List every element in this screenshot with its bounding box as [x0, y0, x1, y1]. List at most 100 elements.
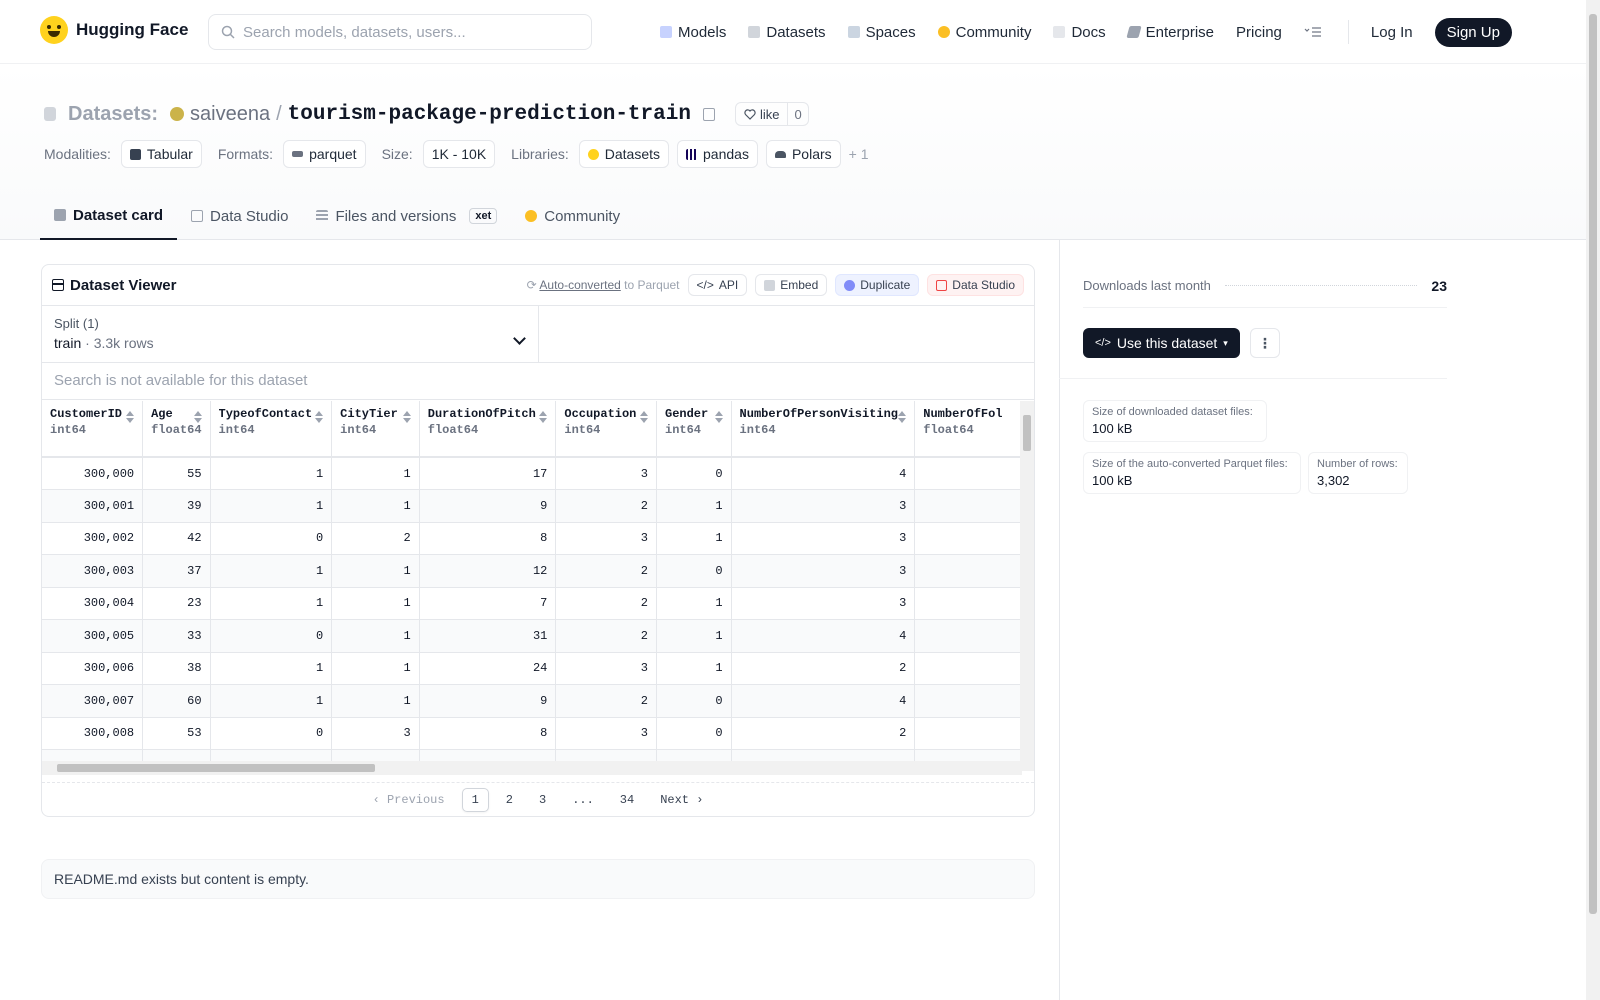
tab-community[interactable]: Community [511, 192, 634, 240]
table-cell[interactable]: 2 [731, 652, 916, 685]
previous-page-button[interactable]: ‹ Previous [372, 792, 445, 807]
page-3-button[interactable]: 3 [538, 792, 547, 807]
tag-datasets[interactable]: Datasets [578, 140, 670, 168]
table-cell[interactable]: 2 [331, 522, 420, 555]
table-cell[interactable] [914, 554, 1022, 588]
table-cell[interactable] [914, 457, 1022, 490]
page-1-button[interactable]: 1 [461, 787, 489, 812]
tab-data-studio[interactable]: Data Studio [177, 192, 302, 240]
table-cell[interactable]: 1 [210, 457, 333, 490]
search-input[interactable] [243, 23, 573, 41]
table-cell[interactable]: 31 [419, 619, 557, 653]
nav-spaces[interactable]: Spaces [847, 24, 916, 41]
table-cell[interactable]: 37 [142, 554, 211, 588]
table-cell[interactable]: 1 [210, 587, 333, 620]
column-header[interactable]: Gender int64 [656, 401, 732, 458]
data-studio-button[interactable]: Data Studio [927, 274, 1024, 296]
table-cell[interactable]: 33 [142, 619, 211, 653]
like-toggle[interactable]: like [736, 107, 788, 122]
table-cell[interactable]: 2 [731, 717, 916, 750]
embed-button[interactable]: Embed [755, 274, 828, 296]
owner-link[interactable]: saiveena [190, 102, 271, 125]
table-cell[interactable]: 300,005 [42, 619, 144, 653]
column-header[interactable]: Age float64 [142, 401, 211, 458]
tag-size[interactable]: 1K - 10K [422, 140, 496, 168]
nav-models[interactable]: Models [660, 24, 726, 41]
sort-icon[interactable] [640, 411, 648, 423]
use-this-dataset-button[interactable]: </> Use this dataset ▾ [1083, 328, 1240, 358]
table-cell[interactable]: 1 [331, 587, 420, 620]
table-cell[interactable]: 3 [555, 522, 657, 555]
table-cell[interactable]: 1 [210, 489, 333, 523]
like-button[interactable]: like 0 [734, 102, 809, 126]
sort-icon[interactable] [402, 411, 411, 423]
table-cell[interactable]: 1 [331, 457, 420, 490]
table-cell[interactable]: 3 [731, 554, 916, 588]
table-cell[interactable]: 2 [555, 619, 657, 653]
table-cell[interactable] [914, 522, 1022, 555]
page-scrollbar[interactable] [1586, 0, 1600, 1000]
table-cell[interactable]: 1 [656, 489, 732, 523]
vertical-scroll-thumb[interactable] [1023, 415, 1031, 451]
table-cell[interactable]: 1 [656, 587, 732, 620]
table-horizontal-scrollbar[interactable] [42, 761, 1022, 775]
column-header[interactable]: NumberOfFol float64 [914, 401, 1022, 458]
table-cell[interactable]: 4 [731, 619, 916, 653]
page-2-button[interactable]: 2 [505, 792, 513, 807]
table-cell[interactable]: 3 [731, 489, 916, 523]
nav-docs[interactable]: Docs [1053, 24, 1106, 41]
table-cell[interactable]: 2 [555, 684, 657, 718]
tab-files[interactable]: Files and versions xet [302, 192, 511, 240]
page-scroll-thumb[interactable] [1589, 14, 1597, 914]
table-cell[interactable]: 42 [142, 522, 211, 555]
sort-icon[interactable] [898, 411, 907, 423]
table-cell[interactable] [914, 684, 1022, 718]
data-table-wrapper[interactable]: CustomerID int64 Age float64 TypeofContact in… [42, 401, 1022, 771]
table-cell[interactable]: 3 [555, 457, 657, 490]
sort-icon[interactable] [315, 411, 324, 423]
table-cell[interactable]: 9 [419, 684, 557, 718]
table-cell[interactable]: 300,002 [42, 522, 144, 555]
table-cell[interactable]: 17 [419, 457, 557, 490]
page-34-button[interactable]: 34 [619, 792, 635, 807]
table-cell[interactable]: 3 [555, 652, 657, 685]
table-cell[interactable]: 8 [419, 717, 557, 750]
brand-link[interactable]: Hugging Face [40, 16, 188, 44]
more-libraries[interactable]: + 1 [848, 146, 869, 162]
nav-menu[interactable] [1304, 26, 1322, 38]
table-vertical-scrollbar[interactable] [1020, 401, 1034, 771]
table-cell[interactable]: 0 [656, 684, 732, 718]
table-cell[interactable]: 2 [555, 489, 657, 523]
table-cell[interactable]: 1 [210, 652, 333, 685]
table-cell[interactable] [914, 619, 1022, 653]
table-cell[interactable]: 9 [419, 489, 557, 523]
column-header[interactable]: NumberOfPersonVisiting int64 [731, 401, 916, 458]
nav-pricing[interactable]: Pricing [1236, 24, 1282, 41]
auto-converted-link[interactable]: Auto-converted [539, 278, 621, 292]
table-cell[interactable]: 1 [210, 684, 333, 718]
horizontal-scroll-thumb[interactable] [57, 764, 375, 772]
table-cell[interactable]: 1 [331, 652, 420, 685]
table-cell[interactable]: 300,004 [42, 587, 144, 620]
signup-button[interactable]: Sign Up [1434, 17, 1512, 47]
table-cell[interactable]: 1 [331, 619, 420, 653]
repo-name-link[interactable]: tourism-package-prediction-train [287, 102, 691, 126]
column-header[interactable]: CityTier int64 [331, 401, 420, 458]
table-cell[interactable]: 8 [419, 522, 557, 555]
table-cell[interactable]: 4 [731, 457, 916, 490]
table-cell[interactable]: 300,003 [42, 554, 144, 588]
column-header[interactable]: Occupation int64 [555, 401, 657, 458]
table-cell[interactable]: 0 [210, 522, 333, 555]
sort-icon[interactable] [539, 411, 548, 423]
tag-parquet[interactable]: parquet [283, 140, 366, 168]
nav-community[interactable]: Community [937, 24, 1031, 41]
table-cell[interactable]: 55 [142, 457, 211, 490]
tag-pandas[interactable]: pandas [677, 140, 758, 168]
table-cell[interactable]: 300,000 [42, 457, 144, 490]
api-button[interactable]: </> API [687, 274, 748, 296]
duplicate-button[interactable]: Duplicate [835, 274, 920, 296]
table-cell[interactable]: 4 [731, 684, 916, 718]
nav-enterprise[interactable]: Enterprise [1126, 24, 1214, 41]
table-cell[interactable]: 300,006 [42, 652, 144, 685]
table-cell[interactable]: 3 [731, 522, 916, 555]
